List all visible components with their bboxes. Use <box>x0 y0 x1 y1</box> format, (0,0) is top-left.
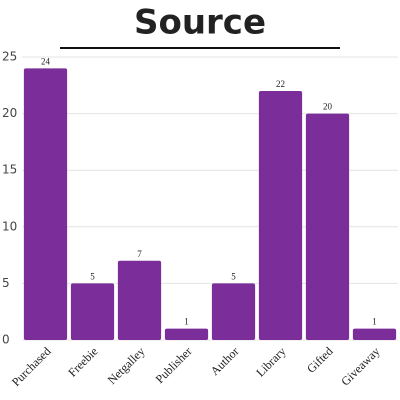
bar <box>70 283 115 340</box>
x-tick-label: Gifted <box>304 344 336 376</box>
value-label: 1 <box>372 317 377 327</box>
y-tick-label: 25 <box>2 50 17 64</box>
x-tick-label: Netgalley <box>105 344 148 387</box>
value-label: 20 <box>323 102 333 112</box>
y-tick-label: 20 <box>2 106 17 120</box>
x-tick-label: Giveaway <box>338 344 382 388</box>
y-tick-label: 10 <box>2 219 17 233</box>
x-tick-label: Purchased <box>9 344 54 389</box>
y-tick-label: 0 <box>2 333 10 347</box>
x-tick-label: Freebie <box>65 344 100 379</box>
value-label: 1 <box>184 317 189 327</box>
y-tick-label: 5 <box>2 276 10 290</box>
x-tick-label: Author <box>208 344 242 378</box>
value-label: 22 <box>276 79 285 89</box>
x-tick-label: Library <box>253 344 288 379</box>
bar <box>23 68 68 340</box>
bar <box>211 283 256 340</box>
value-label: 7 <box>137 249 142 259</box>
y-tick-label: 15 <box>2 163 17 177</box>
bar <box>164 328 209 340</box>
bar <box>117 260 162 340</box>
bar <box>305 113 350 340</box>
value-label: 24 <box>41 56 51 66</box>
value-label: 5 <box>231 271 236 281</box>
bar <box>352 328 397 340</box>
x-tick-label: Publisher <box>153 344 195 386</box>
value-label: 5 <box>90 271 95 281</box>
bar <box>258 90 303 341</box>
chart-title: Source <box>134 3 266 43</box>
